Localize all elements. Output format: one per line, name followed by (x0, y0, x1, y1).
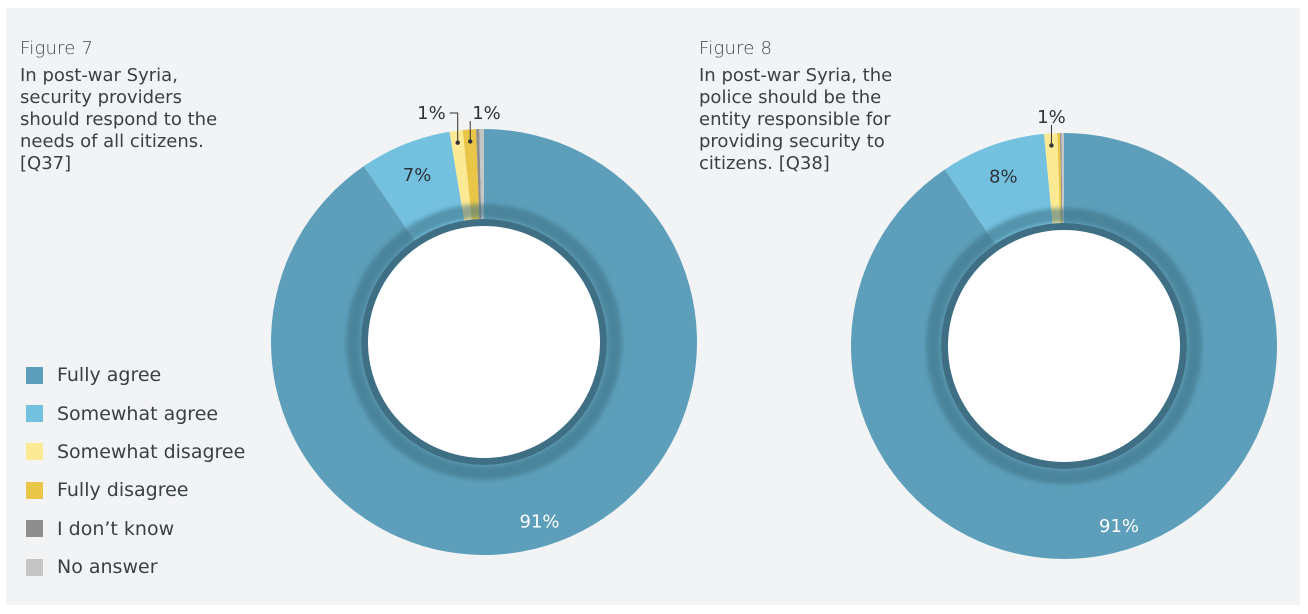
slice-fully-disagree (462, 129, 480, 220)
slice-fully-disagree (1057, 133, 1062, 224)
legend-label: Somewhat agree (57, 402, 219, 425)
slice-i-don-t-know (476, 129, 482, 220)
donut-chart-1: 91% 7% 1% 1% (271, 103, 698, 555)
legend-label: Fully agree (57, 364, 162, 387)
legend-label: No answer (57, 556, 158, 579)
slice-somewhat-disagree (1044, 133, 1061, 224)
legend-swatch (26, 366, 43, 384)
data-label: 1% (417, 103, 446, 124)
slice-no-answer (1061, 133, 1064, 224)
legend-item-fully-disagree: Fully disagree (26, 471, 245, 509)
data-label: 1% (1037, 107, 1066, 128)
legend-swatch (26, 481, 43, 499)
caption-line: In post-war Syria, (20, 65, 178, 86)
legend-item-no-answer: No answer (26, 548, 245, 586)
legend-item-fully-agree: Fully agree (26, 356, 245, 394)
donut-hole (948, 230, 1180, 462)
data-label: 91% (520, 512, 560, 533)
caption-line: [Q37] (20, 153, 72, 174)
legend-swatch (26, 405, 43, 423)
caption-line: security providers (20, 87, 182, 108)
slice-somewhat-disagree (449, 130, 472, 221)
legend-item-somewhat-disagree: Somewhat disagree (26, 433, 245, 471)
donut-charts: 91% 7% 1% 1% 91% 8% 1% (271, 103, 1278, 559)
figure-8-label: Figure 8 (699, 38, 773, 59)
caption-line: providing security to (699, 131, 885, 152)
caption-line: police should be the (699, 87, 882, 108)
legend-item-somewhat-agree: Somewhat agree (26, 394, 245, 432)
chart-legend: Fully agree Somewhat agree Somewhat disa… (26, 356, 245, 586)
slice-fully-agree (271, 129, 698, 555)
legend-swatch (26, 520, 43, 538)
data-label: 8% (989, 167, 1018, 188)
slice-no-answer (479, 129, 484, 220)
legend-label: Somewhat disagree (57, 440, 246, 463)
donut-chart-2: 91% 8% 1% (850, 107, 1278, 559)
caption-line: needs of all citizens. (20, 131, 204, 152)
legend-swatch (26, 443, 43, 461)
figure-8-caption: In post-war Syria, the police should be … (699, 65, 939, 175)
caption-line: should respond to the (20, 109, 218, 130)
callout-line (449, 112, 459, 143)
figure-panel: Figure 7 In post-war Syria, security pro… (6, 8, 1300, 605)
inner-ring-shadow (926, 208, 1202, 484)
legend-swatch (26, 558, 43, 576)
legend-item-dont-know: I don’t know (26, 510, 245, 548)
data-label: 1% (472, 103, 501, 124)
caption-line: entity responsible for (699, 109, 891, 130)
caption-line: citizens. [Q38] (699, 153, 830, 174)
donut-hole (368, 226, 600, 458)
inner-ring-shadow (346, 204, 622, 480)
caption-line: In post-war Syria, the (699, 65, 893, 86)
slice-i-don-t-know (1060, 133, 1063, 224)
figure-7-caption: In post-war Syria, security providers sh… (20, 65, 260, 175)
legend-label: Fully disagree (57, 479, 189, 502)
figure-7-label: Figure 7 (20, 38, 94, 59)
slice-fully-agree (850, 133, 1278, 559)
legend-label: I don’t know (57, 517, 175, 540)
data-label: 7% (403, 165, 432, 186)
data-label: 91% (1099, 516, 1139, 537)
